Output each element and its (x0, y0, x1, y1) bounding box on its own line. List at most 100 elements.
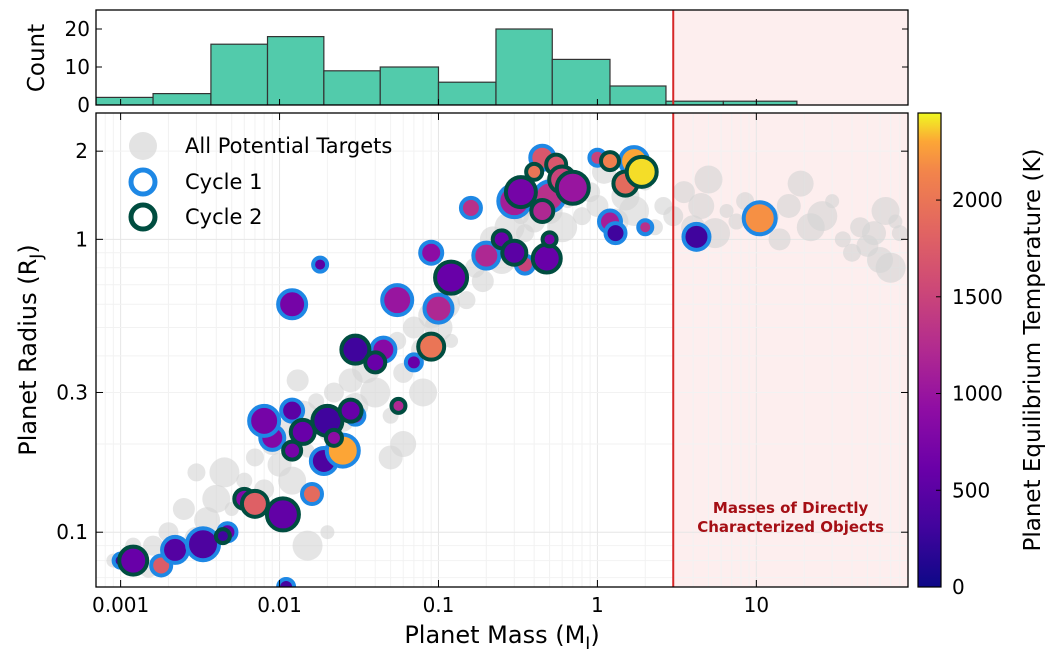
cycle-2-point (239, 488, 270, 519)
histogram-bar (266, 35, 325, 105)
cycle-2-point (281, 439, 304, 462)
hist-y-tick-label: 10 (65, 55, 90, 79)
colorbar-gradient (917, 112, 942, 588)
all-targets-point (409, 378, 438, 407)
x-tick-label: 10 (744, 593, 769, 617)
hist-y-tick-label: 0 (77, 93, 90, 117)
cycle-2-point (416, 331, 447, 362)
y-tick-label: 0.1 (56, 520, 88, 544)
cycle-1-point (636, 218, 655, 237)
cycle-2-point (530, 242, 563, 275)
cycle-2-point (554, 169, 591, 206)
all-targets-point (888, 214, 903, 229)
legend: All Potential Targets Cycle 1 Cycle 2 (128, 132, 392, 232)
colorbar: 0 500 1000 1500 2000 Planet Equilibrium Temp… (917, 112, 1046, 599)
all-targets-point (787, 170, 814, 197)
legend-marker-all-targets (129, 132, 157, 160)
cycle-2-point (529, 197, 556, 224)
cycle-1-point (276, 577, 297, 587)
all-targets-point (278, 466, 307, 495)
cycle-2-point (363, 350, 388, 375)
legend-label-all-targets: All Potential Targets (185, 134, 392, 158)
all-targets-point (172, 498, 195, 521)
y-axis-label: Planet Radius (RJ) (14, 244, 47, 455)
histogram-bar (96, 96, 154, 105)
histogram-bar (152, 92, 212, 105)
legend-label-cycle-2: Cycle 2 (185, 205, 262, 229)
cycle-1-point (276, 288, 309, 321)
cycle-2-point (389, 396, 408, 415)
cycle-1-point (603, 221, 628, 246)
cycle-2-point (323, 427, 344, 448)
cycle-2-point (624, 154, 659, 189)
cycle-1-point (418, 239, 445, 266)
cycle-1-point (471, 240, 502, 271)
cycle-1-point (422, 292, 455, 325)
all-targets-point (834, 231, 851, 248)
colorbar-tick-label: 2000 (952, 188, 1003, 212)
cycle-2-point (598, 150, 621, 173)
all-targets-point (209, 457, 240, 488)
cycle-2-point (213, 527, 232, 546)
x-tick-label: 0.01 (257, 593, 302, 617)
all-targets-point (843, 243, 862, 262)
all-targets-point (360, 377, 391, 408)
y-tick-label: 0.3 (56, 380, 88, 404)
all-targets-point (143, 535, 164, 556)
all-targets-point (672, 181, 695, 204)
cycle-1-point (681, 221, 712, 252)
cycle-2-point (503, 175, 538, 210)
histogram-bar (323, 70, 381, 105)
colorbar-tick-label: 1000 (952, 382, 1003, 406)
cycle-1-point (380, 283, 415, 318)
histogram-bar (495, 28, 553, 105)
all-targets-point (308, 393, 325, 410)
colorbar-tick-label: 1500 (952, 285, 1003, 309)
histogram-bars (96, 28, 798, 105)
all-targets-point (807, 201, 838, 232)
cycle-1-point (741, 200, 778, 237)
all-targets-point (457, 291, 476, 310)
cycle-1-point (311, 255, 330, 274)
cycle-2-point (433, 259, 470, 296)
all-targets-point (891, 225, 908, 242)
all-targets-point (236, 472, 253, 489)
cycle-1-point (403, 352, 424, 373)
cycle-1-point (247, 403, 282, 438)
all-targets-point (402, 316, 425, 339)
x-axis-label-subscript: J (584, 634, 590, 649)
all-targets-point (768, 228, 791, 251)
cycle-2-point (540, 230, 559, 249)
all-targets-point (471, 270, 494, 293)
cycle-1-point (185, 526, 222, 563)
x-tick-label: 0.1 (423, 593, 455, 617)
legend-marker-cycle-2 (128, 202, 158, 232)
hist-directly-characterized-region (673, 10, 908, 105)
hist-frame (95, 9, 909, 106)
all-targets-point (862, 221, 887, 246)
histogram-bar (379, 66, 440, 105)
cycle-2-point (337, 397, 364, 424)
all-targets-point (719, 203, 734, 218)
x-axis-label: Planet Mass (MJ) (404, 621, 599, 649)
axis-ticks: 0.001 0.01 0.1 1 10 0.1 0.3 1 2 (56, 99, 908, 617)
cycle-2-point (117, 544, 150, 577)
cycle-2-point (264, 496, 301, 533)
cycle-1-point (279, 397, 306, 424)
histogram-bar (551, 58, 611, 105)
all-targets-point (286, 369, 309, 392)
y-tick-label: 1 (75, 227, 88, 251)
all-targets-point (728, 213, 745, 230)
scatter-panel: Masses of Directly Characterized Objects… (14, 99, 909, 649)
hist-y-axis-label: Count (24, 24, 50, 92)
colorbar-ticks: 0 500 1000 1500 2000 (936, 188, 1003, 599)
x-tick-label: 1 (591, 593, 604, 617)
all-targets-point (323, 382, 344, 403)
histogram-bar (609, 85, 667, 105)
all-targets-point (619, 195, 650, 226)
all-targets-point (320, 525, 335, 540)
legend-marker-cycle-1 (128, 167, 158, 197)
histogram-bar (437, 81, 497, 105)
cycle-points (111, 143, 778, 587)
